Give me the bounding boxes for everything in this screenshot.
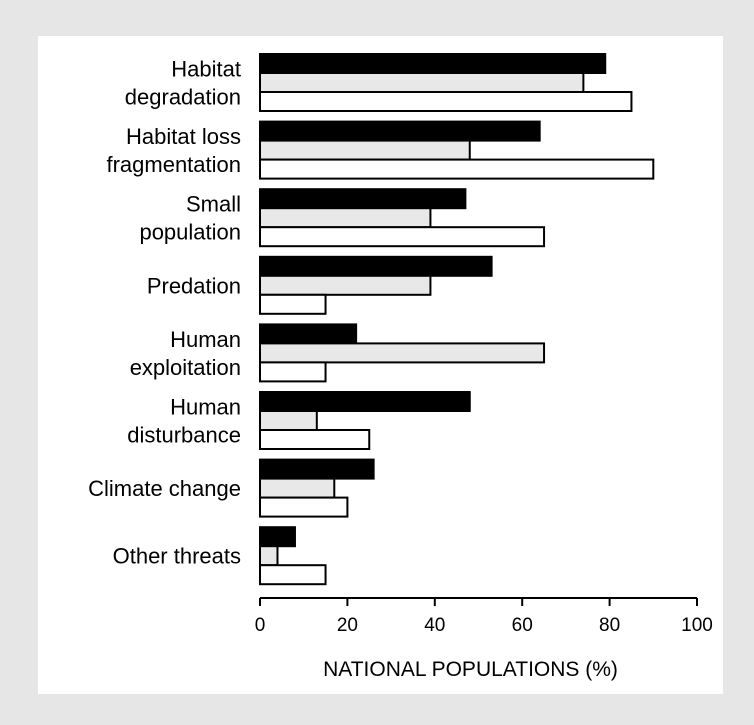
bar-5-series-2 <box>259 342 546 364</box>
bar-3-series-3 <box>259 226 546 248</box>
category-label-1-line-1: Habitat <box>171 57 241 82</box>
bar-6-series-3 <box>259 429 371 450</box>
bar-7-series-1 <box>259 458 375 480</box>
bar-5-series-3 <box>259 361 327 383</box>
x-tick-label-5: 100 <box>681 615 713 636</box>
bar-7-series-3 <box>259 496 349 518</box>
bar-2-series-1 <box>259 120 541 142</box>
x-axis-title: NATIONAL POPULATIONS (%) <box>323 658 618 681</box>
bar-3-series-1 <box>259 188 467 210</box>
bar-2-series-3 <box>259 158 655 180</box>
category-label-6-line-2: disturbance <box>127 423 241 448</box>
bar-7-series-2 <box>259 477 336 499</box>
x-tick-label-2: 40 <box>424 615 445 636</box>
category-label-5-line-1: Human <box>170 327 241 352</box>
bar-6-series-2 <box>259 410 318 431</box>
category-label-1-line-2: degradation <box>125 85 241 110</box>
bar-3-series-2 <box>259 207 432 229</box>
category-label-2-line-1: Habitat loss <box>126 124 241 149</box>
threats-bar-chart: Habitat degradation Habitat loss fragmentat… <box>88 53 713 681</box>
category-labels: Habitat degradation Habitat loss fragmentat… <box>88 57 241 569</box>
bar-1-series-1 <box>259 53 607 74</box>
category-label-7-line-1: Climate change <box>88 476 241 501</box>
x-tick-label-4: 80 <box>599 615 620 636</box>
category-label-3-line-1: Small <box>186 192 241 217</box>
category-label-2-line-2: fragmentation <box>106 152 241 177</box>
bar-6-series-1 <box>259 391 471 412</box>
x-tick-label-1: 20 <box>337 615 358 636</box>
bar-2-series-2 <box>259 139 471 161</box>
bar-5-series-1 <box>259 323 358 345</box>
x-axis: 0 20 40 60 80 100 <box>255 597 713 636</box>
category-label-8-line-1: Other threats <box>113 544 241 569</box>
bar-4-series-1 <box>259 255 493 277</box>
x-tick-label-0: 0 <box>255 615 266 636</box>
bar-8-series-2 <box>259 545 279 567</box>
bar-8-series-1 <box>259 526 296 548</box>
bars-group <box>259 53 655 586</box>
bar-1-series-3 <box>259 91 633 112</box>
bar-4-series-2 <box>259 274 432 296</box>
category-label-4-line-1: Predation <box>147 273 241 298</box>
category-label-3-line-2: population <box>139 220 241 245</box>
category-label-5-line-2: exploitation <box>130 355 241 380</box>
bar-4-series-3 <box>259 293 327 315</box>
category-label-6-line-1: Human <box>170 395 241 420</box>
chart-panel: Habitat degradation Habitat loss fragmentat… <box>38 36 723 694</box>
bar-1-series-2 <box>259 72 585 93</box>
bar-8-series-3 <box>259 564 327 586</box>
x-tick-label-3: 60 <box>512 615 533 636</box>
